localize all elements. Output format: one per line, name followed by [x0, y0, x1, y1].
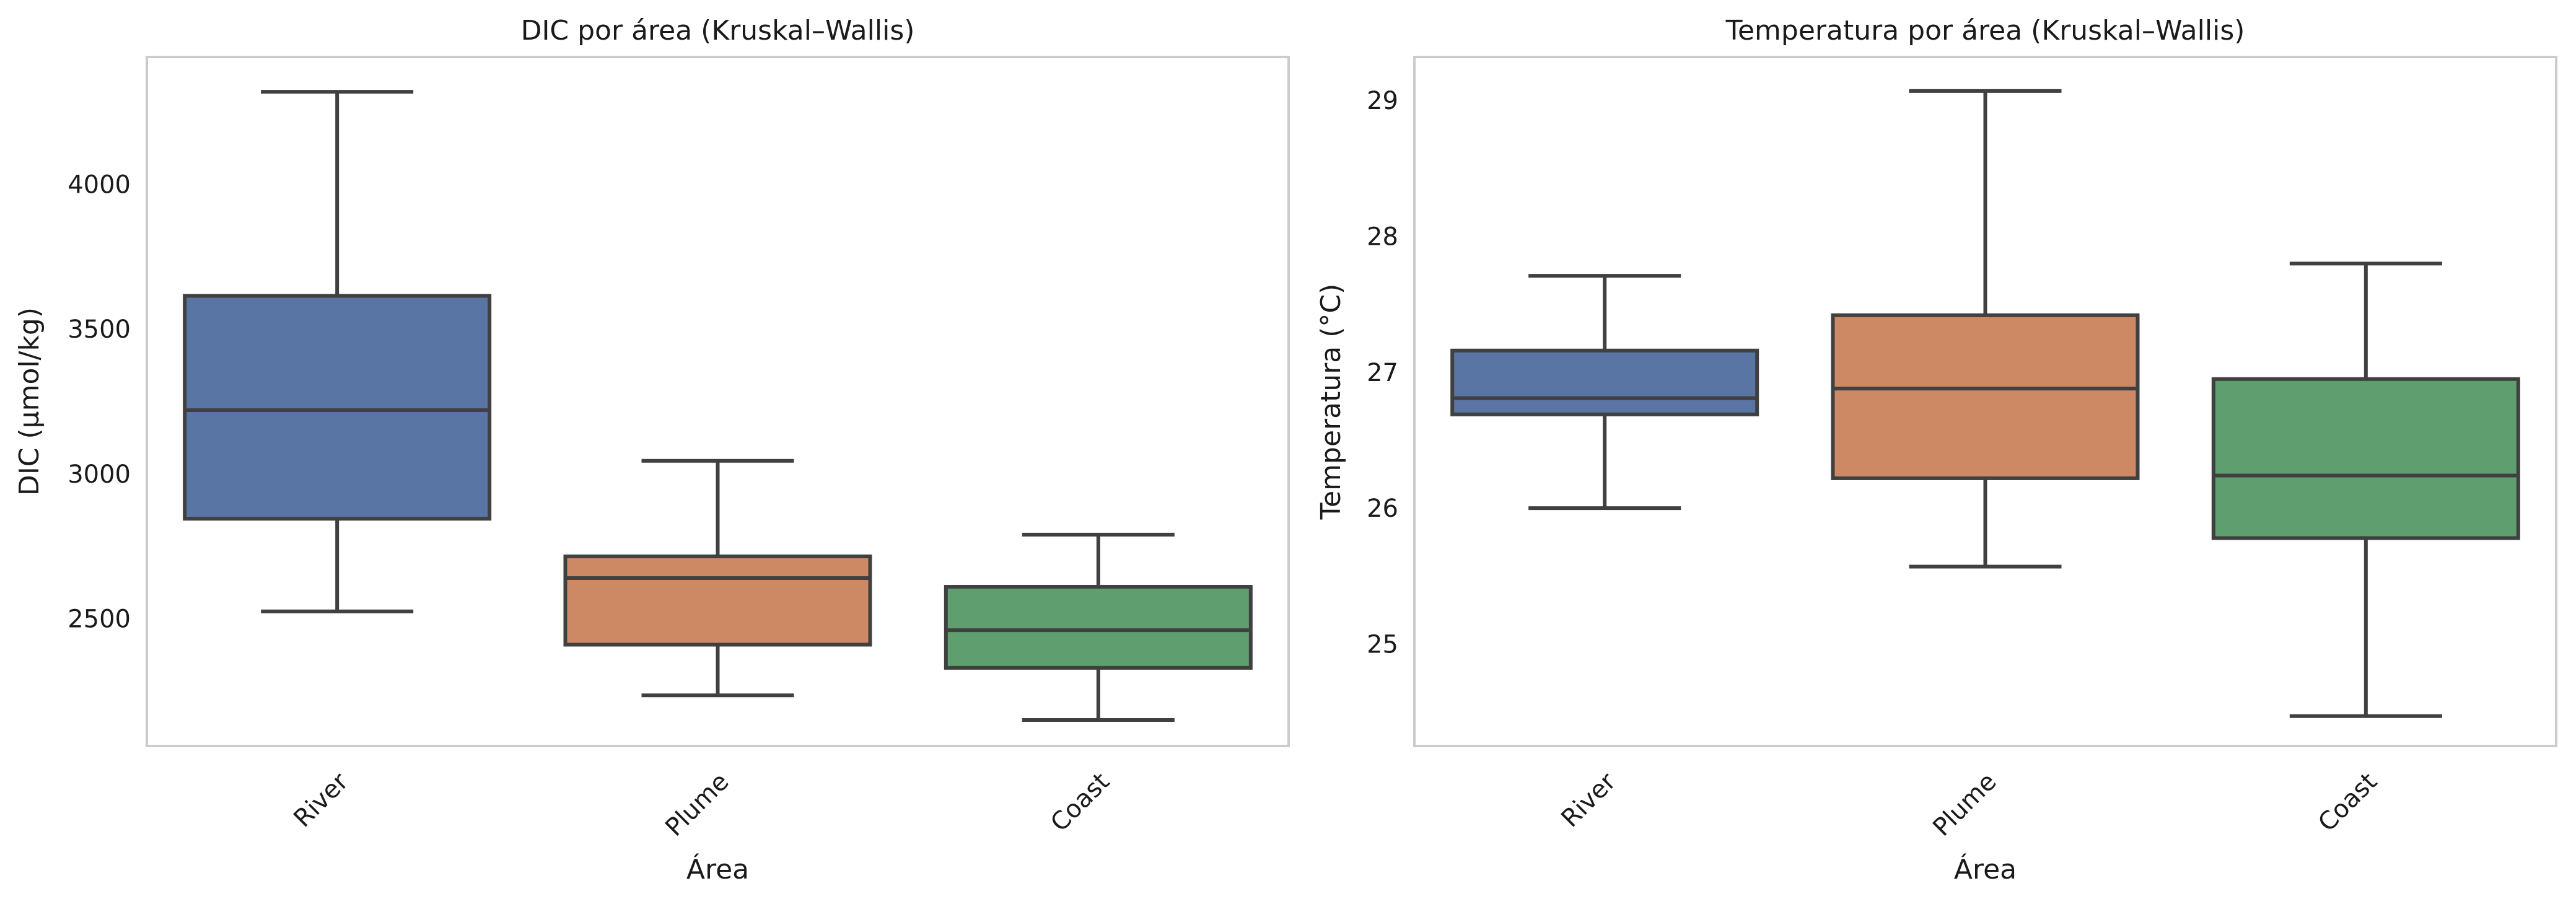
box-coast	[2211, 261, 2520, 718]
x-tick-label: Coast	[2313, 768, 2383, 838]
box-river	[183, 90, 492, 613]
box-river	[1450, 274, 1759, 511]
x-tick-label: Plume	[1927, 768, 2002, 842]
y-tick-label: 28	[1367, 223, 1398, 252]
x-tick-label: Coast	[1045, 768, 1115, 838]
box-iqr	[1450, 348, 1759, 416]
box-coast	[944, 532, 1253, 722]
box-plume	[563, 459, 872, 698]
chart-panel-temperature: Temperatura por área (Kruskal–Wallis) 25 2…	[1315, 15, 2557, 885]
y-tick-label: 3500	[68, 315, 131, 344]
x-axis-label: Área	[686, 853, 749, 885]
y-tick-label: 29	[1367, 87, 1398, 115]
box-iqr	[2211, 377, 2520, 540]
y-tick-label: 27	[1367, 359, 1398, 387]
box-iqr	[183, 294, 492, 521]
x-tick-label: Plume	[660, 768, 734, 842]
box-plume	[1831, 89, 2140, 569]
chart-panel-dic: DIC por área (Kruskal–Wallis) 2500 3000 350…	[14, 15, 1290, 885]
y-tick-label: 3000	[68, 460, 131, 489]
box-iqr	[563, 554, 872, 647]
x-tick-label: River	[288, 767, 354, 833]
chart-title: Temperatura por área (Kruskal–Wallis)	[1725, 15, 2245, 46]
y-axis-label: DIC (μmol/kg)	[14, 307, 45, 496]
y-axis-label: Temperatura (°C)	[1315, 284, 1347, 520]
y-tick-label: 26	[1367, 494, 1398, 523]
box-iqr	[1831, 313, 2140, 480]
box-iqr	[944, 585, 1253, 670]
plot-frame	[146, 56, 1290, 747]
plot-frame	[1413, 56, 2557, 747]
y-tick-label: 25	[1367, 631, 1398, 659]
chart-title: DIC por área (Kruskal–Wallis)	[521, 15, 915, 46]
y-tick-label: 2500	[68, 605, 131, 633]
x-tick-label: River	[1556, 767, 1621, 833]
x-axis-label: Área	[1954, 853, 2017, 885]
y-tick-label: 4000	[68, 171, 131, 200]
